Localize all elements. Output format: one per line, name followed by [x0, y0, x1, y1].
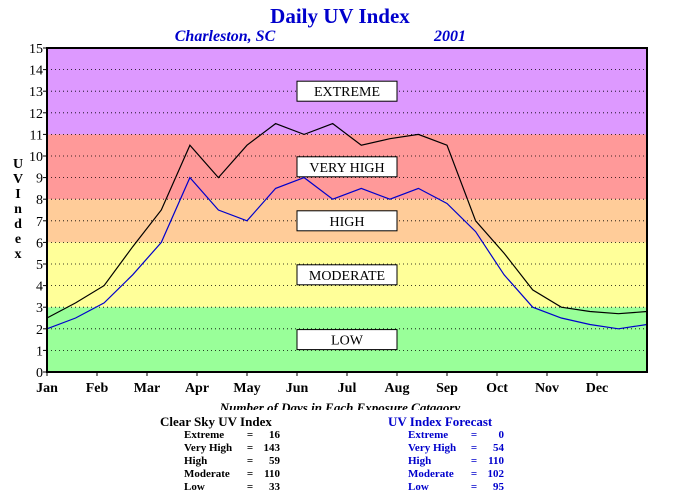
- y-tick-label: 2: [36, 323, 43, 338]
- stat-row: Extreme = 0: [408, 429, 504, 442]
- stat-row: Extreme = 16: [184, 429, 280, 442]
- band-label-box: [296, 210, 398, 232]
- stat-row: Moderate = 110: [184, 468, 280, 481]
- stat-row: Very High = 54: [408, 442, 504, 455]
- stat-equals: =: [246, 429, 254, 441]
- stat-label: Very High: [184, 442, 233, 454]
- y-tick-label: 10: [29, 150, 43, 165]
- x-tick-label: Nov: [535, 381, 559, 396]
- chart-title: Daily UV Index: [270, 4, 410, 28]
- y-tick-label: 15: [29, 42, 43, 57]
- stat-equals: =: [470, 442, 478, 454]
- stat-value: 102: [487, 468, 505, 480]
- y-axis-label-char: U: [13, 157, 23, 172]
- stat-label: Extreme: [184, 429, 225, 441]
- clear-sky-heading: Clear Sky UV Index: [160, 414, 272, 429]
- y-axis-label-char: I: [15, 187, 20, 202]
- series-line-clear-sky: [46, 122, 648, 319]
- stat-row: Low = 95: [408, 481, 504, 494]
- y-axis-label-char: V: [13, 172, 23, 187]
- band-label-box: [296, 329, 398, 351]
- y-tick-label: 7: [36, 215, 43, 230]
- band-label-box: [296, 80, 398, 102]
- stat-value: 54: [493, 442, 504, 454]
- stat-label: High: [408, 455, 432, 467]
- x-tick-label: Jun: [286, 381, 309, 396]
- stat-label: Moderate: [408, 468, 454, 480]
- stat-label: Very High: [408, 442, 457, 454]
- chart-subtitle-location: Charleston, SC: [175, 28, 276, 45]
- stat-value: 143: [263, 442, 281, 454]
- x-tick-label: Feb: [86, 381, 109, 396]
- x-tick-label: Jan: [36, 381, 58, 396]
- y-tick-label: 5: [36, 258, 43, 273]
- bottom-caption: Number of Days in Each Exposure Catagory: [219, 400, 461, 410]
- chart-subtitle-year: 2001: [433, 28, 466, 45]
- stat-equals: =: [246, 468, 254, 480]
- stat-row: Moderate = 102: [408, 468, 504, 481]
- stat-label: Low: [184, 481, 205, 493]
- y-tick-label: 0: [36, 366, 43, 381]
- x-tick-label: Dec: [586, 381, 609, 396]
- y-axis-label-char: d: [14, 217, 22, 232]
- stat-label: Extreme: [408, 429, 449, 441]
- y-axis-label-char: x: [15, 247, 22, 262]
- stat-value: 95: [493, 481, 504, 493]
- band-label: LOW: [331, 334, 364, 349]
- stat-row: High = 110: [408, 455, 504, 468]
- y-tick-label: 3: [36, 301, 43, 316]
- x-tick-label: Sep: [436, 381, 458, 396]
- stat-row: Very High = 143: [184, 442, 280, 455]
- stat-row: Low = 33: [184, 481, 280, 494]
- series-line-forecast: [46, 176, 648, 330]
- stat-equals: =: [246, 442, 254, 454]
- y-tick-label: 9: [36, 172, 43, 187]
- y-tick-label: 12: [29, 107, 43, 122]
- stat-equals: =: [470, 455, 478, 467]
- x-tick-label: Jul: [338, 381, 357, 396]
- stat-equals: =: [470, 429, 478, 441]
- y-tick-label: 11: [30, 128, 43, 143]
- stat-label: Moderate: [184, 468, 230, 480]
- forecast-heading: UV Index Forecast: [388, 414, 493, 429]
- stat-equals: =: [246, 455, 254, 467]
- stat-label: High: [184, 455, 208, 467]
- stat-label: Low: [408, 481, 429, 493]
- stat-equals: =: [470, 481, 478, 493]
- y-tick-label: 13: [29, 85, 43, 100]
- band-label: MODERATE: [309, 269, 385, 284]
- stat-equals: =: [470, 468, 478, 480]
- y-axis-label-char: n: [14, 202, 22, 217]
- x-tick-label: Aug: [385, 381, 410, 396]
- band-label: EXTREME: [314, 85, 380, 100]
- band-label: HIGH: [330, 215, 365, 230]
- y-tick-label: 14: [29, 64, 43, 79]
- forecast-stats: UV Index Forecast Extreme = 0 Very High = 54 H…: [388, 414, 504, 494]
- y-tick-label: 8: [36, 193, 43, 208]
- stat-value: 59: [269, 455, 280, 467]
- x-tick-label: Oct: [486, 381, 508, 396]
- band-label-box: [296, 156, 398, 178]
- y-axis-label-char: e: [15, 232, 21, 247]
- x-tick-label: Mar: [134, 381, 160, 396]
- stat-value: 0: [498, 429, 505, 441]
- clear-sky-stats: Clear Sky UV Index Extreme = 16 Very High = 1…: [160, 414, 280, 494]
- stat-value: 33: [269, 481, 280, 493]
- band-label: VERY HIGH: [309, 161, 384, 176]
- stat-row: High = 59: [184, 455, 280, 468]
- uv-index-chart: Daily UV Index Charleston, SC 2001 LOW MO…: [13, 4, 648, 410]
- x-tick-label: Apr: [185, 381, 209, 396]
- band-label-box: [296, 264, 398, 286]
- stat-value: 110: [264, 468, 280, 480]
- y-tick-label: 1: [36, 344, 43, 359]
- stat-value: 16: [269, 429, 280, 441]
- x-tick-label: May: [233, 381, 260, 396]
- stat-equals: =: [246, 481, 254, 493]
- y-tick-label: 4: [36, 280, 43, 295]
- y-tick-label: 6: [36, 236, 43, 251]
- stat-value: 110: [488, 455, 504, 467]
